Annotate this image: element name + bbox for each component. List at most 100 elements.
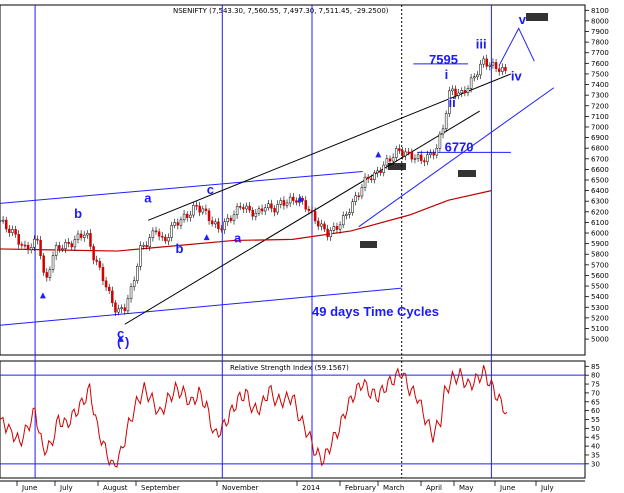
candle-body bbox=[111, 290, 114, 303]
candle-body bbox=[448, 90, 451, 114]
candle-body bbox=[217, 221, 220, 230]
candle-body bbox=[398, 148, 401, 151]
candle-body bbox=[173, 222, 176, 226]
annotation-4: b bbox=[74, 206, 82, 221]
candle-body bbox=[388, 158, 392, 162]
price-tick-label: 6300 bbox=[591, 198, 609, 206]
candle-body bbox=[404, 151, 407, 157]
rsi-chart-title: Relative Strength Index (59.1567) bbox=[230, 364, 349, 372]
price-tick-label: 6400 bbox=[591, 187, 609, 195]
candle-body bbox=[11, 229, 14, 233]
price-tick-label: 5500 bbox=[591, 283, 609, 291]
candle-body bbox=[295, 200, 298, 203]
candle-body bbox=[366, 176, 370, 179]
rsi-tick-label: 80 bbox=[591, 372, 600, 380]
dark-marker-top bbox=[526, 13, 548, 21]
candle-body bbox=[182, 213, 186, 221]
candle-body bbox=[17, 234, 20, 245]
candle-body bbox=[23, 244, 27, 247]
price-tick-label: 7800 bbox=[591, 39, 609, 47]
candle-body bbox=[488, 64, 492, 67]
candle-body bbox=[54, 245, 58, 256]
candle-body bbox=[95, 259, 98, 262]
price-tick-label: 7500 bbox=[591, 70, 609, 78]
candle-body bbox=[98, 261, 102, 268]
candle-body bbox=[292, 196, 295, 201]
annotation-8: c bbox=[117, 326, 124, 341]
candle-body bbox=[429, 152, 432, 156]
dark-marker-6000 bbox=[360, 241, 377, 248]
x-tick-label: April bbox=[426, 484, 442, 492]
candle-body bbox=[185, 213, 189, 218]
candle-body bbox=[207, 210, 211, 221]
candle-body bbox=[1, 219, 5, 222]
candle-body bbox=[107, 286, 111, 292]
candle-body bbox=[4, 219, 8, 230]
candle-body bbox=[485, 58, 488, 67]
candle-body bbox=[426, 154, 429, 163]
candle-body bbox=[92, 246, 95, 261]
moving-average-line bbox=[0, 190, 492, 252]
candle-body bbox=[432, 152, 435, 156]
candle-body bbox=[76, 233, 80, 240]
candle-body bbox=[26, 244, 30, 251]
candle-body bbox=[36, 238, 39, 241]
candle-body bbox=[332, 226, 336, 231]
candle-body bbox=[345, 214, 348, 216]
candle-body bbox=[157, 231, 161, 237]
candle-body bbox=[129, 286, 133, 299]
candle-body bbox=[379, 170, 382, 173]
candle-body bbox=[288, 196, 292, 204]
candle-body bbox=[226, 217, 230, 223]
candle-body bbox=[504, 67, 507, 71]
candle-body bbox=[238, 206, 242, 208]
candle-body bbox=[151, 230, 155, 238]
candle-body bbox=[73, 239, 77, 248]
candle-body bbox=[363, 176, 367, 188]
candle-body bbox=[164, 236, 167, 242]
candle-body bbox=[232, 214, 236, 221]
candle-body bbox=[64, 242, 67, 249]
annotation-7: a bbox=[234, 231, 242, 246]
rsi-tick-label: 35 bbox=[591, 451, 600, 459]
arrow-marker-0 bbox=[39, 292, 46, 299]
candle-body bbox=[139, 245, 142, 267]
candle-body bbox=[58, 245, 61, 250]
price-tick-label: 7200 bbox=[591, 102, 609, 110]
candle-body bbox=[329, 230, 332, 237]
candle-body bbox=[33, 238, 36, 248]
candle-body bbox=[257, 208, 261, 214]
candle-body bbox=[120, 307, 123, 310]
candle-body bbox=[189, 214, 192, 218]
price-tick-label: 5600 bbox=[591, 272, 609, 280]
candle-body bbox=[304, 200, 308, 210]
price-tick-label: 7000 bbox=[591, 123, 609, 131]
candle-body bbox=[79, 233, 83, 238]
price-tick-label: 5000 bbox=[591, 336, 609, 344]
candle-body bbox=[176, 222, 180, 226]
candle-body bbox=[70, 243, 74, 248]
candle-body bbox=[451, 88, 454, 92]
candle-body bbox=[323, 223, 326, 230]
candle-body bbox=[463, 90, 467, 94]
candle-body bbox=[501, 67, 504, 72]
candle-body bbox=[263, 207, 267, 212]
candle-body bbox=[86, 233, 89, 236]
trend-line-1 bbox=[0, 287, 402, 326]
candle-body bbox=[479, 63, 482, 76]
price-tick-label: 6700 bbox=[591, 155, 609, 163]
price-tick-label: 5800 bbox=[591, 251, 609, 259]
candle-body bbox=[198, 205, 201, 213]
candle-body bbox=[148, 237, 152, 247]
candle-body bbox=[260, 208, 264, 212]
arrow-marker-2 bbox=[117, 335, 124, 342]
candle-body bbox=[132, 280, 136, 288]
price-tick-label: 5900 bbox=[591, 240, 609, 248]
arrow-marker-3 bbox=[297, 195, 304, 202]
candle-body bbox=[285, 202, 289, 206]
candle-body bbox=[204, 208, 208, 211]
price-tick-label: 5400 bbox=[591, 293, 609, 301]
candle-body bbox=[48, 269, 52, 278]
candle-body bbox=[466, 88, 470, 94]
candle-body bbox=[210, 220, 214, 225]
